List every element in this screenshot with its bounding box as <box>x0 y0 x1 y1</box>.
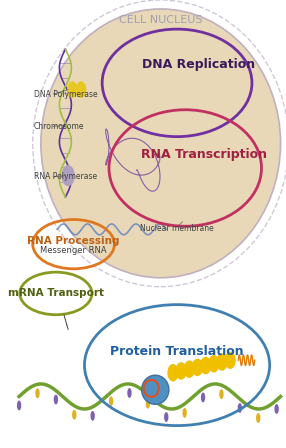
Ellipse shape <box>256 413 260 423</box>
Circle shape <box>67 82 77 97</box>
Circle shape <box>62 166 74 185</box>
Ellipse shape <box>164 412 168 422</box>
Circle shape <box>176 363 186 379</box>
Ellipse shape <box>54 395 58 405</box>
Ellipse shape <box>41 9 281 278</box>
Circle shape <box>168 365 178 381</box>
Ellipse shape <box>142 375 169 404</box>
Text: RNA Processing: RNA Processing <box>27 236 120 246</box>
Circle shape <box>217 354 227 370</box>
Ellipse shape <box>219 389 224 399</box>
Ellipse shape <box>201 392 205 402</box>
Ellipse shape <box>35 388 40 398</box>
Text: RNA Polymerase: RNA Polymerase <box>34 172 97 181</box>
Ellipse shape <box>146 399 150 409</box>
Circle shape <box>209 356 219 372</box>
Circle shape <box>225 352 235 368</box>
Ellipse shape <box>182 408 187 418</box>
Circle shape <box>192 359 202 375</box>
Text: Protein Translation: Protein Translation <box>110 345 244 358</box>
Text: RNA Transcription: RNA Transcription <box>141 148 267 161</box>
Circle shape <box>76 82 86 97</box>
Ellipse shape <box>17 401 21 410</box>
Text: CELL NUCLEUS: CELL NUCLEUS <box>119 15 202 25</box>
Text: mRNA Transport: mRNA Transport <box>8 289 104 298</box>
Ellipse shape <box>275 404 279 414</box>
Circle shape <box>201 358 210 374</box>
Ellipse shape <box>72 410 76 420</box>
Ellipse shape <box>109 396 113 406</box>
Ellipse shape <box>127 388 132 398</box>
Text: DNA Polymerase: DNA Polymerase <box>34 90 98 99</box>
Text: Nuclear membrane: Nuclear membrane <box>140 224 214 233</box>
Ellipse shape <box>90 411 95 421</box>
Text: Messenger RNA: Messenger RNA <box>40 246 107 255</box>
Text: DNA Replication: DNA Replication <box>142 58 255 72</box>
Circle shape <box>184 361 194 377</box>
Text: Chromosome: Chromosome <box>34 122 85 131</box>
Ellipse shape <box>238 403 242 413</box>
